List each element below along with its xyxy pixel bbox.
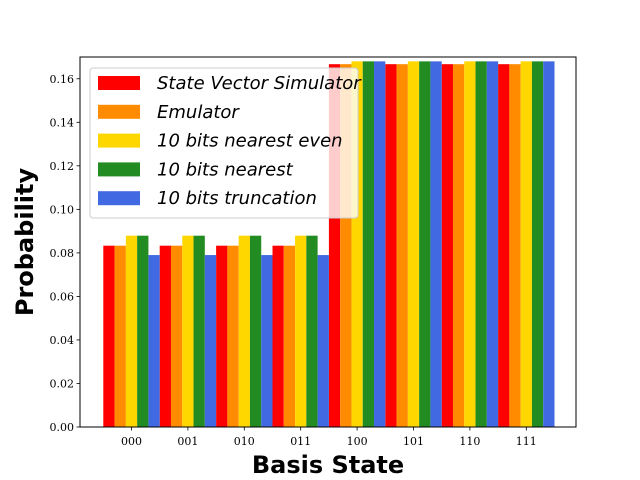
bar-10-bits-truncation-111: [543, 61, 555, 427]
legend-frame: [89, 67, 359, 219]
y-tick-label: 0.02: [50, 377, 75, 390]
y-tick-label: 0.12: [50, 160, 75, 173]
x-tick-label: 001: [177, 435, 198, 448]
bar-emulator-110: [452, 64, 465, 428]
bar-10-bits-nearest-001: [193, 235, 205, 427]
bar-10-bits-nearest-even-011: [295, 235, 307, 427]
bar-state-vector-simulator-001: [159, 245, 171, 427]
bar-state-vector-simulator-000: [103, 245, 115, 427]
legend-label: Emulator: [157, 102, 240, 123]
bar-emulator-111: [509, 64, 521, 428]
bar-10-bits-truncation-101: [430, 61, 442, 427]
bar-10-bits-nearest-101: [419, 61, 431, 427]
x-tick-label: 000: [121, 435, 142, 448]
bar-emulator-100: [340, 64, 352, 428]
y-tick-label: 0.08: [50, 247, 75, 260]
legend-swatch: [98, 104, 140, 119]
y-tick-label: 0.16: [50, 73, 75, 86]
bar-10-bits-nearest-even-110: [464, 61, 476, 427]
legend-swatch: [98, 162, 140, 177]
y-tick-label: 0.10: [50, 203, 75, 216]
bar-state-vector-simulator-100: [328, 64, 341, 428]
bar-state-vector-simulator-111: [498, 64, 510, 428]
bar-10-bits-nearest-even-010: [238, 235, 250, 427]
bar-10-bits-nearest-010: [249, 235, 262, 427]
bar-10-bits-nearest-111: [531, 61, 544, 427]
x-tick-label: 111: [516, 435, 537, 448]
bar-10-bits-truncation-010: [261, 255, 273, 427]
bar-10-bits-truncation-100: [374, 61, 386, 427]
legend-label: 10 bits nearest even: [157, 131, 343, 152]
legend-label: 10 bits truncation: [157, 188, 317, 209]
legend-swatch: [98, 133, 140, 148]
x-tick-label: 010: [234, 435, 255, 448]
legend-swatch: [98, 76, 140, 90]
bar-10-bits-truncation-000: [148, 255, 160, 427]
x-axis-title: Basis State: [252, 451, 404, 479]
x-tick-label: 100: [347, 435, 368, 448]
bar-10-bits-nearest-000: [137, 235, 149, 427]
bar-emulator-011: [283, 245, 296, 427]
legend: State Vector Simulator Emulator 10 bits ne…: [89, 67, 362, 219]
legend-swatch: [98, 191, 140, 206]
bar-state-vector-simulator-010: [216, 245, 228, 427]
bar-10-bits-nearest-even-111: [520, 61, 532, 427]
bar-10-bits-truncation-001: [204, 255, 217, 427]
bar-emulator-001: [170, 245, 183, 427]
bar-emulator-000: [114, 245, 126, 427]
bar-10-bits-truncation-110: [486, 61, 499, 427]
y-tick-label: 0.04: [50, 334, 75, 347]
y-tick-label: 0.06: [50, 290, 75, 303]
axes-frame: [79, 56, 577, 428]
x-tick-label: 011: [290, 435, 311, 448]
bar-state-vector-simulator-110: [441, 64, 453, 428]
bar-state-vector-simulator-101: [385, 64, 397, 428]
x-axis-ticks: 000 001 010 011 100 101 110 111: [121, 427, 537, 448]
bar-10-bits-nearest-011: [306, 235, 318, 427]
y-axis-ticks: 0.00 0.02 0.04 0.06 0.08 0.10 0.12 0.14 0.16: [50, 73, 80, 434]
bar-emulator-010: [227, 245, 239, 427]
y-tick-label: 0.00: [50, 421, 75, 434]
bar-10-bits-nearest-even-001: [182, 235, 194, 427]
legend-label: 10 bits nearest: [157, 159, 294, 180]
bar-10-bits-nearest-100: [362, 61, 375, 427]
bar-10-bits-nearest-110: [475, 61, 487, 427]
y-tick-label: 0.14: [50, 116, 75, 129]
bar-10-bits-truncation-011: [317, 255, 329, 427]
bar-emulator-101: [396, 64, 408, 428]
bars-layer: [103, 61, 555, 428]
bar-10-bits-nearest-even-101: [407, 61, 420, 427]
x-tick-label: 110: [459, 435, 480, 448]
bar-10-bits-nearest-even-000: [125, 235, 138, 427]
bar-10-bits-nearest-even-100: [351, 61, 363, 427]
x-tick-label: 101: [403, 435, 424, 448]
bar-state-vector-simulator-011: [272, 245, 284, 427]
legend-label: State Vector Simulator: [157, 73, 362, 94]
y-axis-title: Probability: [11, 168, 39, 317]
